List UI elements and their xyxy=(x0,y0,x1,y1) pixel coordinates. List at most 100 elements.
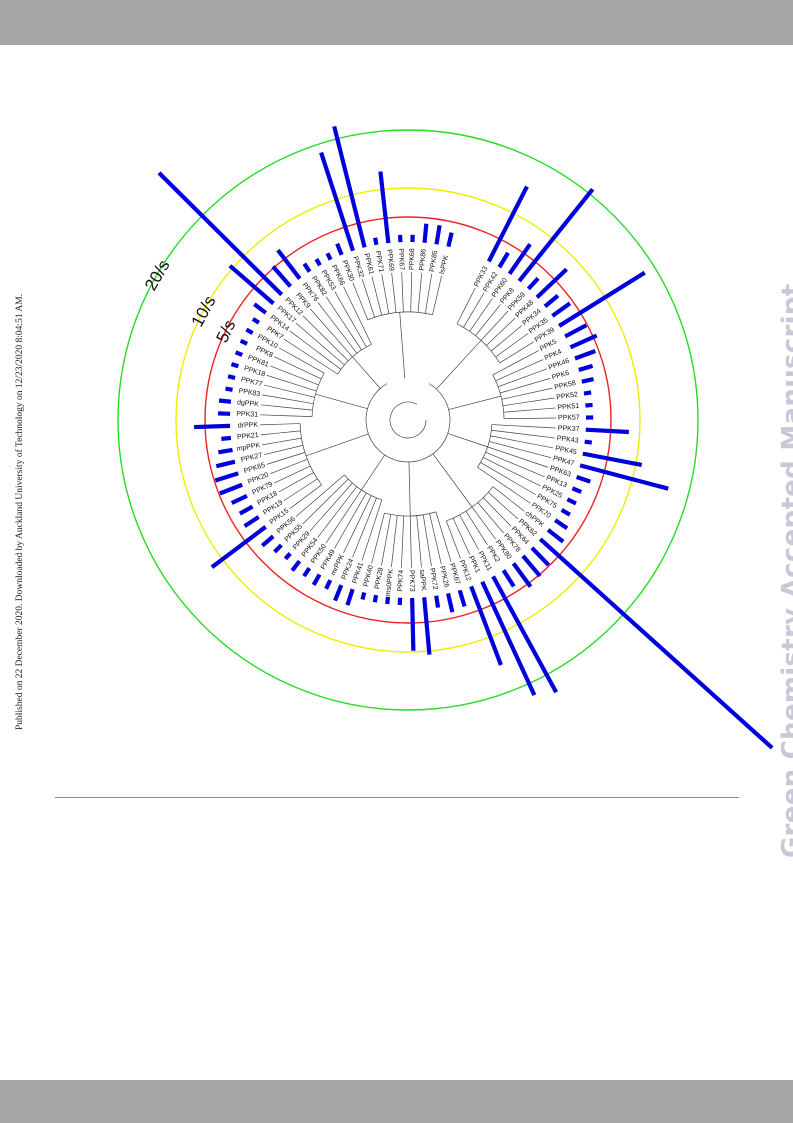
rate-bar xyxy=(360,592,367,601)
rate-bar xyxy=(385,596,391,605)
rate-bar xyxy=(290,559,302,572)
leaf-label: PPK37 xyxy=(558,425,580,433)
rate-bar xyxy=(422,597,432,655)
rate-bar xyxy=(410,597,416,651)
rate-bar xyxy=(221,435,232,441)
rate-bar xyxy=(276,248,302,280)
ring-20 xyxy=(117,129,699,711)
rate-rings xyxy=(117,129,699,711)
rate-bar xyxy=(511,562,533,588)
leaf-label: dgPPK xyxy=(237,399,260,408)
rate-bar xyxy=(333,584,344,602)
ring-label-5: 5/s xyxy=(212,317,239,346)
rate-bar xyxy=(446,232,454,248)
rate-bar xyxy=(319,151,355,252)
leaf-label: PPK58 xyxy=(554,380,577,392)
rate-bar xyxy=(560,508,571,517)
rate-bar xyxy=(234,350,244,357)
leaf-label: PPK68 xyxy=(409,248,417,270)
leaf-label: PPK83 xyxy=(238,388,261,399)
rate-bar xyxy=(585,402,593,408)
rate-bar xyxy=(546,528,565,544)
rate-bar xyxy=(373,237,379,246)
rate-bar xyxy=(219,482,243,496)
rate-bar xyxy=(260,534,275,548)
leaf-label: PPK51 xyxy=(557,403,579,412)
rate-bar xyxy=(457,589,467,608)
leaf-label: PPK43 xyxy=(556,435,579,445)
rate-bar xyxy=(507,243,532,275)
rate-bar xyxy=(215,459,236,469)
leaf-label: PPK57 xyxy=(558,415,580,422)
leaf-label: drPPK xyxy=(238,422,259,430)
rate-bar xyxy=(243,515,260,528)
rate-bar xyxy=(558,270,646,328)
rate-bar xyxy=(253,302,268,315)
rate-bar xyxy=(480,580,537,697)
rate-bar xyxy=(157,171,284,297)
leaf-label: PPK31 xyxy=(236,411,258,419)
leaf-label: saPPK xyxy=(418,569,427,591)
footer-band xyxy=(0,1080,793,1123)
rate-bar xyxy=(538,537,774,750)
rate-bar xyxy=(526,276,540,291)
rate-bar xyxy=(194,423,231,430)
rate-bar xyxy=(324,579,333,590)
rate-bar xyxy=(218,398,232,404)
rate-bar xyxy=(302,262,312,273)
header-band xyxy=(0,0,793,45)
rate-bar xyxy=(238,504,254,516)
rate-bar xyxy=(251,317,261,325)
rate-bar xyxy=(210,525,267,569)
rate-bar xyxy=(583,390,592,396)
ring-5 xyxy=(204,216,612,624)
rate-bar xyxy=(228,264,275,306)
leaf-label: PPK74 xyxy=(397,570,405,592)
leaf-labels: PPK33PPK42PPK60PPK8PPK59PPK48PPK34PPK35P… xyxy=(236,248,580,596)
rate-bar xyxy=(271,265,293,288)
leaf-label: PPK6 xyxy=(551,370,570,382)
leaf-label: ms0PPK xyxy=(385,568,395,596)
rate-bar xyxy=(579,463,669,491)
leaf-label: PPK86 xyxy=(419,249,428,271)
leaf-label: PPK40 xyxy=(363,565,375,588)
rate-bar xyxy=(554,518,569,530)
rate-bar xyxy=(245,327,254,335)
rate-bar xyxy=(517,187,595,283)
leaf-label: PPK45 xyxy=(555,445,578,456)
rate-bar xyxy=(273,543,283,554)
rate-bar xyxy=(372,594,379,603)
leaf-label: lsPPK xyxy=(439,254,450,274)
leaf-label: PPK77 xyxy=(240,376,263,388)
leaf-label: PPK21 xyxy=(237,432,259,441)
leaf-label: mpPPK xyxy=(236,442,261,453)
rate-bar xyxy=(311,573,322,586)
rate-bar xyxy=(445,592,455,613)
rate-bar xyxy=(575,474,591,484)
rate-bar xyxy=(345,588,355,606)
rate-bar xyxy=(225,386,233,392)
leaf-label: PPK52 xyxy=(556,391,579,401)
rate-bar xyxy=(227,374,236,380)
rate-bar xyxy=(332,125,367,248)
rate-bar xyxy=(335,242,344,256)
rate-bar xyxy=(325,252,333,261)
rate-bar xyxy=(214,471,239,483)
leaf-label: PPK69 xyxy=(385,249,394,272)
rate-bars xyxy=(157,125,774,750)
rate-bar xyxy=(585,427,629,435)
rate-bar xyxy=(230,362,239,369)
ring-label-20: 20/s xyxy=(141,257,174,294)
rate-bar xyxy=(230,493,248,505)
leaf-label: PPK67 xyxy=(397,248,405,270)
rate-bar xyxy=(551,301,572,318)
leaf-label: PPK71 xyxy=(374,250,385,273)
ring-10 xyxy=(175,187,641,653)
ring-labels: 20/s 10/s5/s xyxy=(141,257,239,346)
rate-bar xyxy=(543,294,560,308)
rate-bar xyxy=(434,595,441,608)
rate-bar xyxy=(569,333,598,350)
leaf-label: PPK27 xyxy=(240,452,263,464)
rate-bar xyxy=(486,185,529,263)
